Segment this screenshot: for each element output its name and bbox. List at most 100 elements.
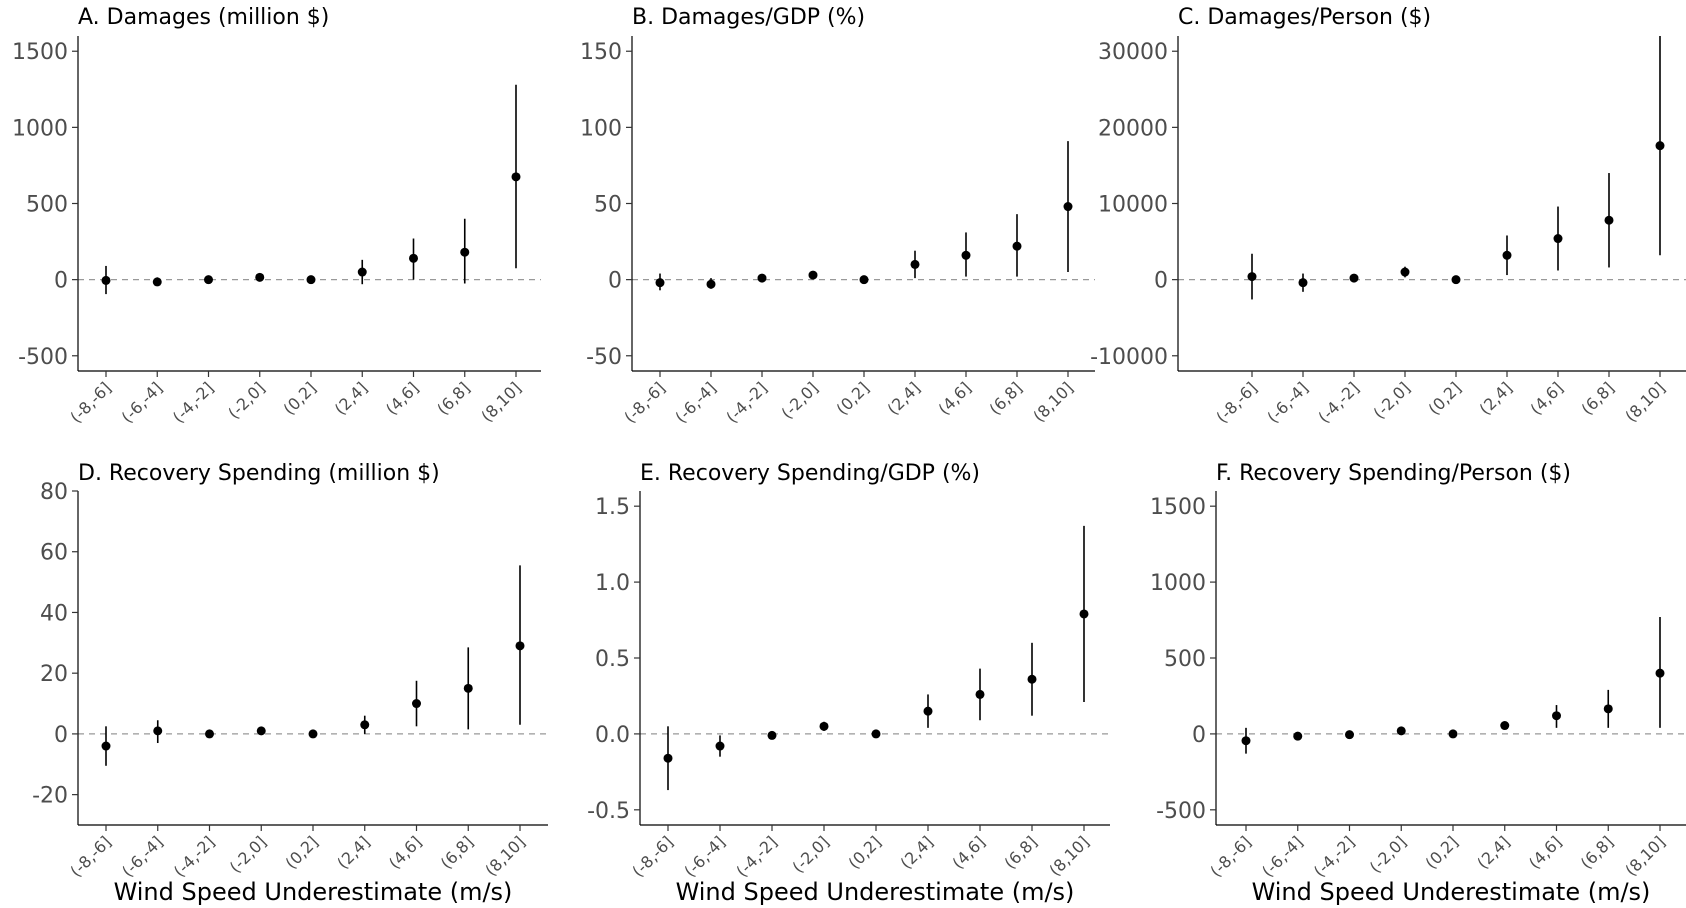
y-tick-label: 30000	[1098, 40, 1168, 65]
y-tick-label: 20	[40, 662, 68, 687]
data-point	[153, 726, 163, 736]
x-tick-label: (-6,-4]	[1258, 832, 1306, 880]
y-tick-label: 80	[40, 480, 68, 505]
data-point	[306, 275, 316, 285]
x-tick-label: (6,8]	[1578, 378, 1618, 418]
x-tick-label: (-6,-4]	[118, 832, 166, 880]
x-axis-title: Wind Speed Underestimate (m/s)	[1252, 878, 1651, 906]
panel-title: F. Recovery Spending/Person ($)	[1216, 461, 1571, 486]
x-tick-label: (-8,-6]	[1206, 832, 1254, 880]
data-point	[1349, 273, 1359, 283]
y-tick-label: -500	[1156, 799, 1206, 824]
panel-title: C. Damages/Person ($)	[1178, 5, 1431, 30]
data-point	[871, 729, 881, 739]
x-axis-title: Wind Speed Underestimate (m/s)	[676, 878, 1075, 906]
panel-b: B. Damages/GDP (%) -50 0 50 100 150 (-8,-6] (-6…	[580, 5, 1095, 427]
y-tick-label: 0.0	[595, 723, 630, 748]
data-point	[463, 683, 473, 693]
data-point	[961, 250, 971, 260]
panel-title: A. Damages (million $)	[78, 5, 329, 30]
x-tick-label: (4,6]	[935, 378, 975, 418]
x-tick-label: (-6,-4]	[118, 378, 166, 426]
panel-d: D. Recovery Spending (million $) -20 0 20 40…	[32, 461, 548, 906]
data-point	[515, 641, 525, 651]
y-tick-label: 1500	[1150, 495, 1206, 520]
data-point	[910, 259, 920, 269]
y-tick-label: 1000	[12, 116, 68, 141]
panel-a: A. Damages (million $) -500 0 500 1000 1500 (-…	[12, 5, 541, 427]
y-tick-label: 0	[54, 269, 68, 294]
y-tick-label: 100	[580, 116, 622, 141]
x-tick-label: (0,2]	[280, 378, 320, 418]
y-tick-label: -20	[32, 784, 68, 809]
data-point	[256, 726, 266, 736]
x-tick-label: (-4,-2]	[1310, 832, 1358, 880]
data-point	[663, 753, 673, 763]
data-point	[357, 267, 367, 277]
x-tick-label: (-2,0]	[1366, 832, 1410, 876]
data-point	[204, 275, 213, 285]
data-point	[655, 278, 665, 288]
data-point	[360, 720, 370, 730]
y-tick-label: 1500	[12, 40, 68, 65]
data-point	[1655, 141, 1665, 151]
x-tick-label: (2,4]	[884, 378, 924, 418]
y-tick-label: 20000	[1098, 116, 1168, 141]
y-tick-label: -10000	[1090, 345, 1168, 370]
x-tick-label: (-4,-2]	[1314, 378, 1362, 426]
x-tick-label: (0,2]	[1422, 832, 1462, 872]
x-tick-label: (2,4]	[331, 378, 371, 418]
data-point	[767, 730, 777, 740]
x-tick-label: (-8,-6]	[66, 378, 114, 426]
x-tick-label: (-4,-2]	[722, 378, 770, 426]
data-point	[1552, 711, 1561, 721]
data-point	[101, 741, 111, 751]
data-point	[1400, 267, 1410, 277]
y-tick-label: 50	[594, 193, 622, 218]
data-point	[1012, 241, 1022, 251]
data-point	[757, 273, 767, 283]
x-tick-label: (-8,-6]	[628, 832, 676, 880]
data-point	[819, 721, 829, 731]
data-point	[511, 172, 521, 182]
x-tick-label: (6,8]	[437, 832, 477, 872]
x-tick-label: (6,8]	[433, 378, 473, 418]
data-point	[923, 706, 933, 716]
data-point	[715, 741, 725, 751]
y-tick-label: 1000	[1150, 571, 1206, 596]
x-tick-label: (6,8]	[1577, 832, 1617, 872]
y-tick-label: 0	[1154, 269, 1168, 294]
data-point	[1027, 674, 1037, 684]
data-point	[706, 279, 716, 289]
panel-f: F. Recovery Spending/Person ($) -500 0 500 1…	[1150, 461, 1686, 906]
x-tick-label: (0,2]	[833, 378, 873, 418]
panel-e: E. Recovery Spending/GDP (%) -0.5 0.0 0.5 1.…	[587, 461, 1110, 906]
x-tick-label: (8,10]	[481, 832, 528, 879]
x-tick-label: (6,8]	[1001, 832, 1041, 872]
y-tick-label: 60	[40, 541, 68, 566]
data-point	[1247, 272, 1257, 282]
x-tick-label: (-4,-2]	[169, 378, 217, 426]
data-point	[1079, 609, 1089, 619]
x-tick-label: (-6,-4]	[1263, 378, 1311, 426]
data-point	[1655, 668, 1665, 678]
data-point	[255, 272, 265, 282]
data-point	[1500, 721, 1510, 731]
data-point	[409, 253, 418, 263]
data-point	[1293, 731, 1303, 741]
x-tick-label: (8,10]	[1045, 832, 1092, 879]
x-tick-label: (8,10]	[1621, 378, 1668, 425]
x-tick-label: (-8,-6]	[66, 832, 114, 880]
data-point	[975, 689, 985, 699]
panel-c: C. Damages/Person ($) -10000 0 10000 20000 30…	[1090, 5, 1686, 427]
x-tick-label: (-8,-6]	[620, 378, 668, 426]
x-tick-label: (4,6]	[385, 832, 425, 872]
x-tick-label: (8,10]	[477, 378, 524, 425]
data-point	[1345, 730, 1354, 740]
data-point	[859, 275, 869, 285]
x-tick-label: (2,4]	[897, 832, 937, 872]
data-point	[1604, 215, 1614, 225]
data-point	[1553, 234, 1563, 244]
y-tick-label: -0.5	[587, 799, 630, 824]
